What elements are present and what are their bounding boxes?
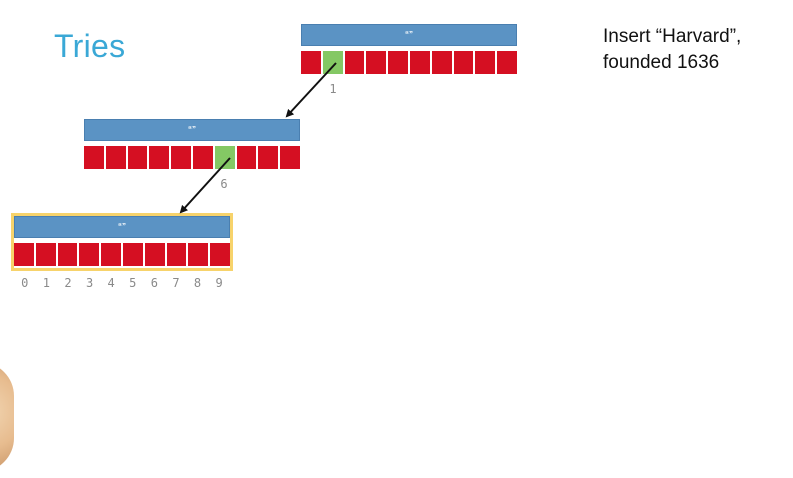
trie-node-1-header: “” [301,24,517,46]
slide-title: Tries [54,28,126,64]
trie-node-1-cells [301,51,517,74]
trie-node-3-index-4: 4 [107,276,115,290]
trie-node-3-index-8: 8 [193,276,202,290]
trie-node-3-index-5: 5 [129,276,137,290]
trie-node-3-cell-6 [144,243,167,266]
trie-node-3-cell-8 [188,243,211,266]
trie-node-1-cell-0 [301,51,323,74]
trie-node-2-cell-9 [280,146,300,169]
trie-node-2-cell-6 [214,146,237,169]
trie-node-3-index-7: 7 [172,276,180,290]
trie-node-2: “” [84,119,300,171]
trie-node-3-index-0: 0 [21,276,29,290]
trie-node-3-header: “” [14,216,230,238]
trie-node-3-cells [14,243,230,266]
trie-node-3-index-6: 6 [150,276,158,290]
trie-node-2-cell-8 [258,146,281,169]
trie-node-2-cell-3 [149,146,172,169]
trie-node-3-cell-2 [57,243,80,266]
trie-node-1-cell-7 [453,51,476,74]
trie-node-2-cell-0 [84,146,106,169]
trie-node-1-cell-5 [409,51,432,74]
trie-node-1-index-label: 1 [329,82,337,96]
trie-node-1-cell-6 [431,51,454,74]
insert-caption: Insert “Harvard”, founded 1636 [603,24,741,76]
trie-node-3-cell-1 [35,243,58,266]
caption-line-2: founded 1636 [603,52,720,73]
trie-node-3-index-3: 3 [85,276,94,290]
trie-node-2-cell-7 [236,146,259,169]
trie-node-1-cell-2 [344,51,367,74]
trie-node-1-cell-1 [322,51,345,74]
trie-node-2-cell-2 [127,146,150,169]
trie-node-3-index-1: 1 [42,276,50,290]
caption-line-1: Insert “Harvard”, [603,26,742,47]
trie-node-3-cell-5 [122,243,145,266]
trie-node-3: “” [11,213,233,271]
trie-node-2-cells [84,146,300,169]
trie-node-3-index-9: 9 [215,276,223,290]
trie-node-2-header: “” [84,119,300,141]
trie-node-3-cell-3 [79,243,102,266]
trie-node-2-cell-5 [192,146,215,169]
trie-node-3-cell-7 [166,243,189,266]
trie-node-1-cell-9 [497,51,517,74]
presenter-edge [0,362,14,472]
trie-node-1-cell-8 [475,51,498,74]
trie-node-1-cell-4 [388,51,410,74]
trie-node-2-index-label: 6 [220,177,228,191]
trie-node-3-cell-9 [210,243,230,266]
trie-node-1-cell-3 [366,51,389,74]
trie-node-3-index-row: 0 1 2 3 4 5 6 7 8 9 [14,276,230,290]
trie-node-1: “” [301,24,517,76]
trie-node-2-cell-4 [171,146,193,169]
trie-node-2-cell-1 [105,146,128,169]
trie-node-3-cell-4 [101,243,123,266]
trie-node-3-cell-0 [14,243,36,266]
trie-node-3-index-2: 2 [64,276,72,290]
